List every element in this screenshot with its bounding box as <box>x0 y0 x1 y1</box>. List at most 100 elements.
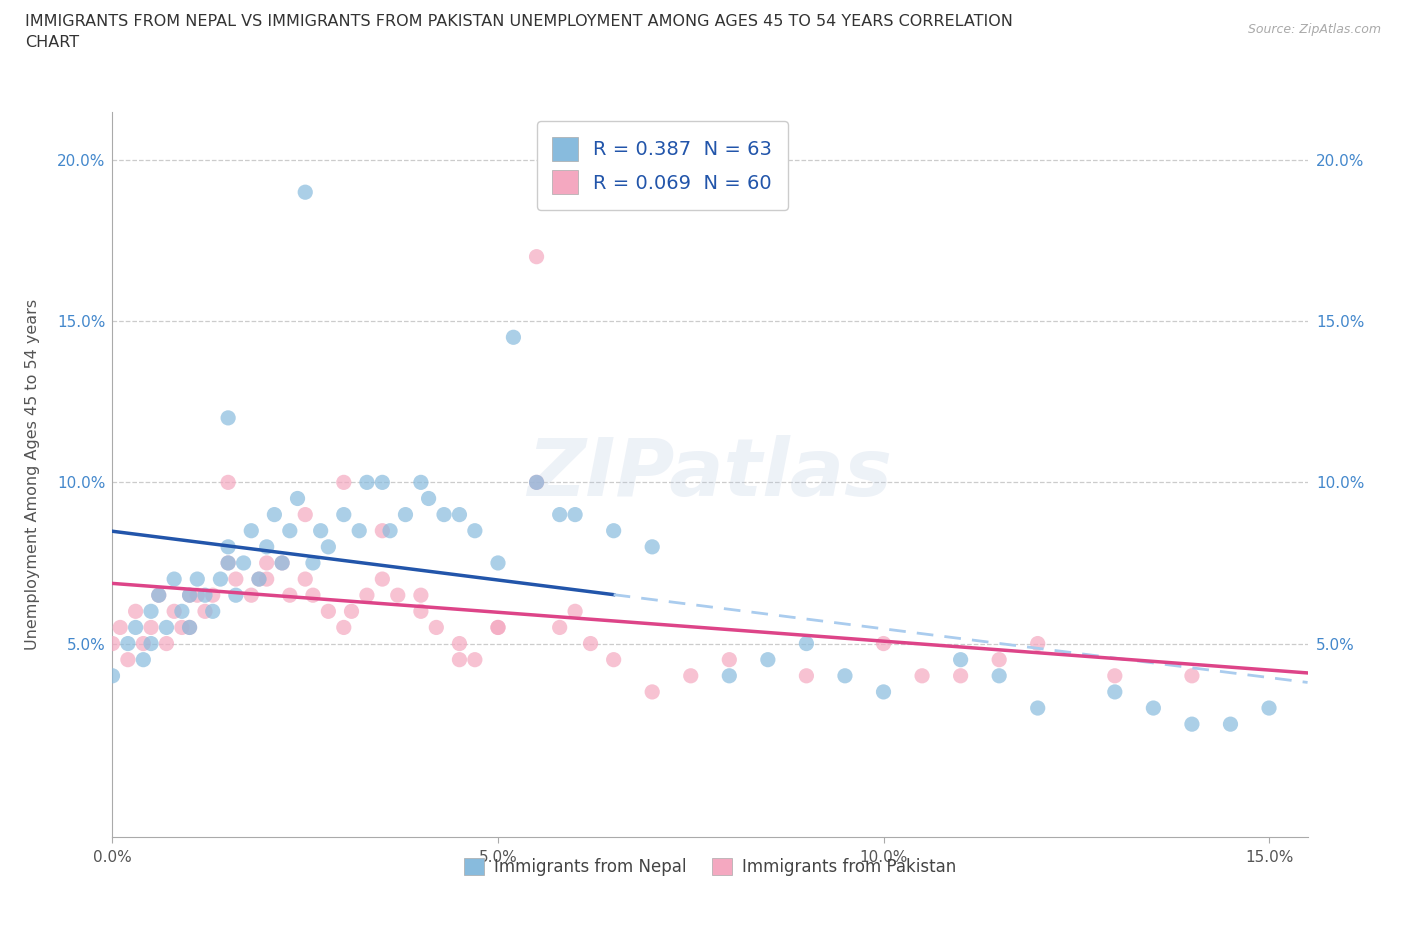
Point <box>201 588 224 603</box>
Point <box>425 620 447 635</box>
Point <box>548 507 571 522</box>
Point <box>347 524 370 538</box>
Point <box>101 636 124 651</box>
Point <box>179 620 201 635</box>
Point <box>256 539 278 554</box>
Point <box>186 588 208 603</box>
Point <box>278 588 301 603</box>
Point <box>1104 684 1126 699</box>
Point <box>449 507 471 522</box>
Point <box>256 555 278 570</box>
Point <box>117 652 139 667</box>
Point <box>433 507 456 522</box>
Point <box>1219 717 1241 732</box>
Point <box>240 588 263 603</box>
Point <box>579 636 602 651</box>
Point <box>217 555 239 570</box>
Point <box>256 572 278 587</box>
Point <box>409 475 432 490</box>
Point <box>1026 700 1049 715</box>
Point <box>247 572 270 587</box>
Point <box>240 524 263 538</box>
Point <box>117 636 139 651</box>
Point <box>194 588 217 603</box>
Point <box>911 669 934 684</box>
Point <box>333 620 356 635</box>
Point <box>1026 636 1049 651</box>
Point <box>1142 700 1164 715</box>
Point <box>278 524 301 538</box>
Point <box>872 684 894 699</box>
Text: ZIPatlas: ZIPatlas <box>527 435 893 513</box>
Point <box>225 588 247 603</box>
Point <box>796 636 818 651</box>
Point <box>294 185 316 200</box>
Legend: Immigrants from Nepal, Immigrants from Pakistan: Immigrants from Nepal, Immigrants from P… <box>457 852 963 883</box>
Point <box>108 620 131 635</box>
Point <box>217 475 239 490</box>
Point <box>232 555 254 570</box>
Point <box>464 524 486 538</box>
Point <box>988 652 1011 667</box>
Point <box>225 572 247 587</box>
Point <box>756 652 779 667</box>
Point <box>486 620 509 635</box>
Point <box>718 669 741 684</box>
Point <box>217 410 239 425</box>
Point <box>834 669 856 684</box>
Point <box>294 572 316 587</box>
Point <box>464 652 486 667</box>
Point <box>287 491 309 506</box>
Point <box>247 572 270 587</box>
Point <box>271 555 294 570</box>
Point <box>679 669 702 684</box>
Point <box>449 652 471 667</box>
Point <box>387 588 409 603</box>
Point <box>564 507 586 522</box>
Point <box>526 249 548 264</box>
Point <box>602 652 624 667</box>
Point <box>356 588 378 603</box>
Point <box>796 669 818 684</box>
Point <box>409 588 432 603</box>
Point <box>186 572 208 587</box>
Point <box>1181 669 1204 684</box>
Point <box>318 539 340 554</box>
Point <box>449 636 471 651</box>
Text: IMMIGRANTS FROM NEPAL VS IMMIGRANTS FROM PAKISTAN UNEMPLOYMENT AMONG AGES 45 TO : IMMIGRANTS FROM NEPAL VS IMMIGRANTS FROM… <box>25 14 1014 29</box>
Point <box>1258 700 1281 715</box>
Point <box>394 507 416 522</box>
Point <box>179 588 201 603</box>
Point <box>148 588 170 603</box>
Point <box>641 684 664 699</box>
Point <box>163 604 186 618</box>
Point <box>602 524 624 538</box>
Point <box>132 652 155 667</box>
Point <box>988 669 1011 684</box>
Point <box>170 604 193 618</box>
Point <box>371 475 394 490</box>
Point <box>139 636 162 651</box>
Point <box>486 555 509 570</box>
Point <box>356 475 378 490</box>
Point <box>641 539 664 554</box>
Point <box>333 507 356 522</box>
Point <box>1181 717 1204 732</box>
Point <box>309 524 332 538</box>
Point <box>486 620 509 635</box>
Point <box>132 636 155 651</box>
Point <box>409 604 432 618</box>
Point <box>318 604 340 618</box>
Point <box>155 620 177 635</box>
Point <box>124 620 146 635</box>
Y-axis label: Unemployment Among Ages 45 to 54 years: Unemployment Among Ages 45 to 54 years <box>25 299 41 650</box>
Point <box>949 652 972 667</box>
Point <box>139 604 162 618</box>
Point <box>148 588 170 603</box>
Point <box>209 572 232 587</box>
Point <box>1104 669 1126 684</box>
Point <box>548 620 571 635</box>
Point <box>718 652 741 667</box>
Point <box>217 539 239 554</box>
Point <box>294 507 316 522</box>
